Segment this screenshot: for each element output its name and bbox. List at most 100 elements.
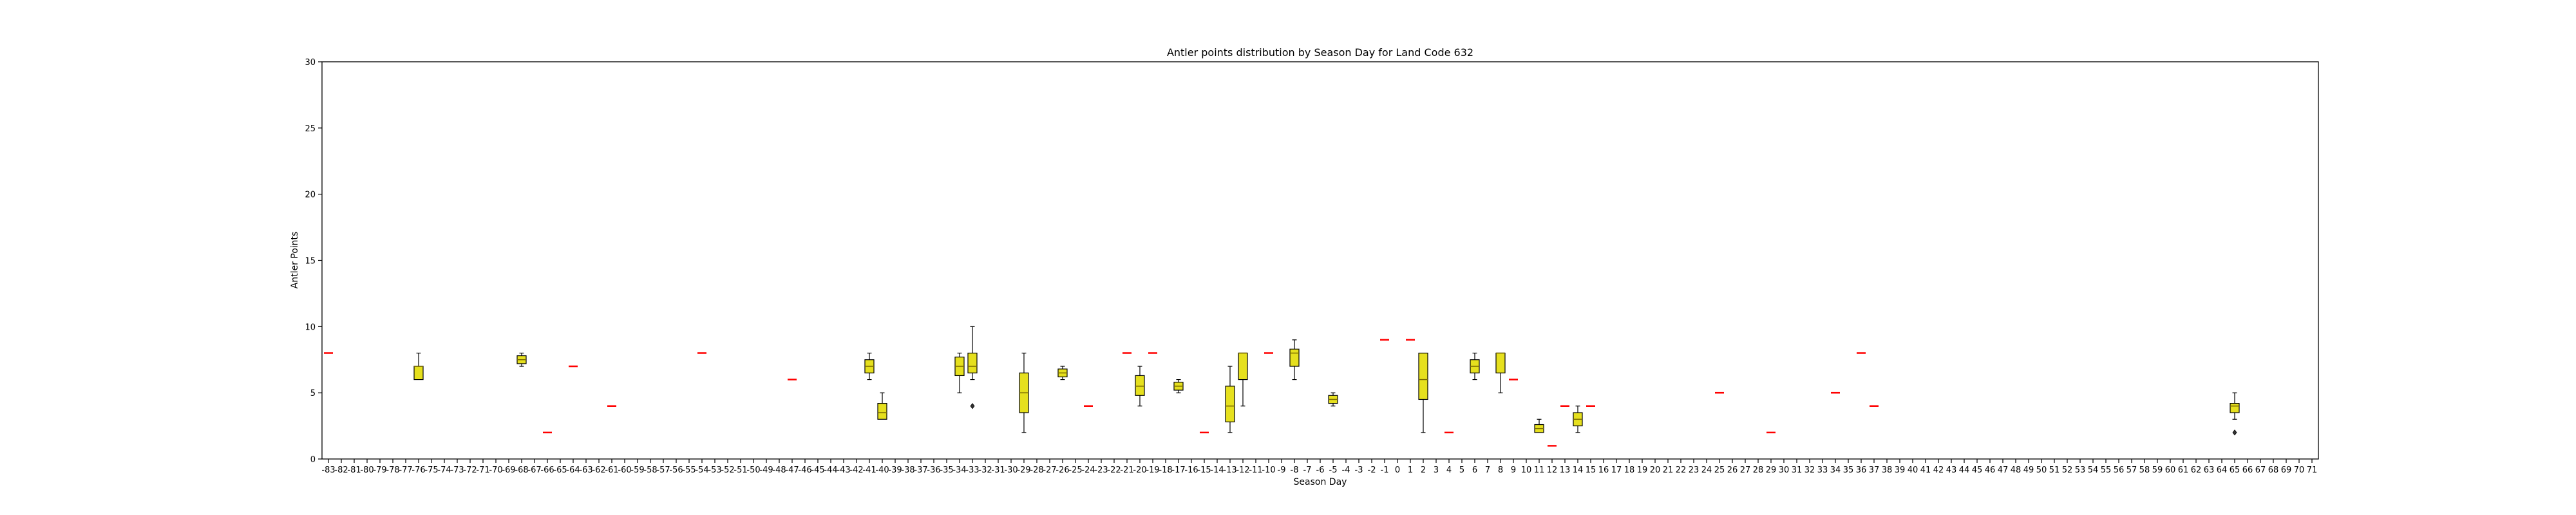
outlier-point bbox=[2232, 429, 2237, 436]
x-tick-label: -28 bbox=[1030, 465, 1043, 475]
x-tick-label: -42 bbox=[849, 465, 863, 475]
x-tick-label: -16 bbox=[1184, 465, 1198, 475]
box-day--40 bbox=[877, 392, 887, 420]
x-tick-label: -25 bbox=[1068, 465, 1082, 475]
x-tick-label: -36 bbox=[927, 465, 940, 475]
box-body bbox=[1135, 375, 1145, 396]
x-tick-label: -12 bbox=[1236, 465, 1249, 475]
box-day-65 bbox=[2230, 392, 2240, 436]
box-day--13 bbox=[1225, 366, 1235, 433]
x-tick-label: 54 bbox=[2088, 465, 2099, 475]
x-tick-label: -38 bbox=[901, 465, 914, 475]
x-tick-label: 17 bbox=[1611, 465, 1622, 475]
y-tick-label: 0 bbox=[310, 455, 316, 465]
x-tick-label: -49 bbox=[759, 465, 773, 475]
x-tick-label: 19 bbox=[1637, 465, 1648, 475]
x-tick-label: -52 bbox=[721, 465, 734, 475]
x-tick-label: 42 bbox=[1933, 465, 1944, 475]
x-tick-label: -75 bbox=[424, 465, 438, 475]
x-tick-label: -40 bbox=[875, 465, 889, 475]
x-tick-label: -79 bbox=[373, 465, 386, 475]
box-day--20 bbox=[1135, 366, 1145, 407]
x-tick-label: -4 bbox=[1342, 465, 1350, 475]
x-tick-label: 0 bbox=[1395, 465, 1400, 475]
x-tick-label: -45 bbox=[811, 465, 824, 475]
x-tick-label: -71 bbox=[476, 465, 489, 475]
x-tick-label: -67 bbox=[527, 465, 541, 475]
x-tick-label: 61 bbox=[2178, 465, 2189, 475]
x-tick-label: 43 bbox=[1946, 465, 1957, 475]
x-tick-label: -63 bbox=[579, 465, 592, 475]
x-tick-label: 60 bbox=[2165, 465, 2176, 475]
x-axis-label: Season Day bbox=[1294, 477, 1347, 487]
x-tick-label: 18 bbox=[1624, 465, 1635, 475]
x-tick-label: -60 bbox=[618, 465, 631, 475]
x-tick-label: -1 bbox=[1381, 465, 1389, 475]
x-tick-label: 45 bbox=[1972, 465, 1983, 475]
x-tick-label: -65 bbox=[553, 465, 567, 475]
x-tick-label: 25 bbox=[1714, 465, 1725, 475]
x-tick-label: 9 bbox=[1511, 465, 1516, 475]
x-tick-label: -19 bbox=[1146, 465, 1159, 475]
x-tick-label: 53 bbox=[2075, 465, 2086, 475]
x-tick-label: -13 bbox=[1223, 465, 1236, 475]
x-tick-label: -55 bbox=[682, 465, 696, 475]
x-tick-label: -81 bbox=[347, 465, 361, 475]
outlier-point bbox=[970, 403, 975, 409]
x-tick-label: -9 bbox=[1278, 465, 1286, 475]
x-tick-label: -51 bbox=[734, 465, 747, 475]
x-tick-label: 48 bbox=[2011, 465, 2022, 475]
x-tick-label: 41 bbox=[1920, 465, 1931, 475]
x-tick-label: -26 bbox=[1056, 465, 1069, 475]
x-tick-label: -34 bbox=[952, 465, 966, 475]
x-axis: -83-82-81-80-79-78-77-76-75-74-73-72-71-… bbox=[321, 459, 2317, 475]
box-day--26 bbox=[1057, 366, 1068, 380]
box-day--12 bbox=[1238, 352, 1248, 407]
box-day-2 bbox=[1418, 352, 1428, 433]
x-tick-label: -37 bbox=[914, 465, 927, 475]
x-tick-label: 27 bbox=[1740, 465, 1751, 475]
x-tick-label: 24 bbox=[1701, 465, 1712, 475]
x-tick-label: -82 bbox=[334, 465, 348, 475]
x-tick-label: -27 bbox=[1043, 465, 1056, 475]
box-body bbox=[1418, 352, 1428, 400]
x-tick-label: -80 bbox=[360, 465, 374, 475]
x-tick-label: 7 bbox=[1485, 465, 1490, 475]
x-tick-label: -22 bbox=[1107, 465, 1121, 475]
x-tick-label: -54 bbox=[695, 465, 708, 475]
x-tick-label: -43 bbox=[837, 465, 850, 475]
box-body bbox=[967, 352, 978, 373]
x-tick-label: -41 bbox=[862, 465, 876, 475]
x-tick-label: 2 bbox=[1421, 465, 1426, 475]
x-tick-label: -33 bbox=[965, 465, 979, 475]
x-tick-label: -30 bbox=[1004, 465, 1018, 475]
x-tick-label: -53 bbox=[708, 465, 721, 475]
box-body bbox=[1225, 386, 1235, 423]
x-tick-label: 13 bbox=[1560, 465, 1571, 475]
x-tick-label: 20 bbox=[1650, 465, 1661, 475]
x-tick-label: 14 bbox=[1573, 465, 1584, 475]
x-tick-label: -50 bbox=[746, 465, 760, 475]
x-tick-label: -47 bbox=[785, 465, 799, 475]
x-tick-label: -44 bbox=[824, 465, 837, 475]
x-tick-label: -72 bbox=[463, 465, 477, 475]
x-tick-label: -3 bbox=[1355, 465, 1363, 475]
y-tick-label: 15 bbox=[305, 257, 316, 267]
x-tick-label: 57 bbox=[2126, 465, 2137, 475]
x-tick-label: -39 bbox=[888, 465, 902, 475]
x-tick-label: -7 bbox=[1303, 465, 1312, 475]
x-tick-label: 47 bbox=[1998, 465, 2009, 475]
x-tick-label: -18 bbox=[1159, 465, 1172, 475]
x-tick-label: 22 bbox=[1676, 465, 1687, 475]
x-tick-label: -64 bbox=[566, 465, 580, 475]
x-tick-label: -57 bbox=[656, 465, 670, 475]
y-tick-label: 25 bbox=[305, 124, 316, 134]
x-tick-label: -83 bbox=[321, 465, 335, 475]
x-tick-label: -8 bbox=[1291, 465, 1299, 475]
x-tick-label: 12 bbox=[1547, 465, 1558, 475]
x-tick-label: 65 bbox=[2230, 465, 2240, 475]
y-axis-label: Antler Points bbox=[290, 232, 300, 289]
y-tick-label: 30 bbox=[305, 58, 316, 68]
box-body bbox=[1238, 352, 1248, 380]
